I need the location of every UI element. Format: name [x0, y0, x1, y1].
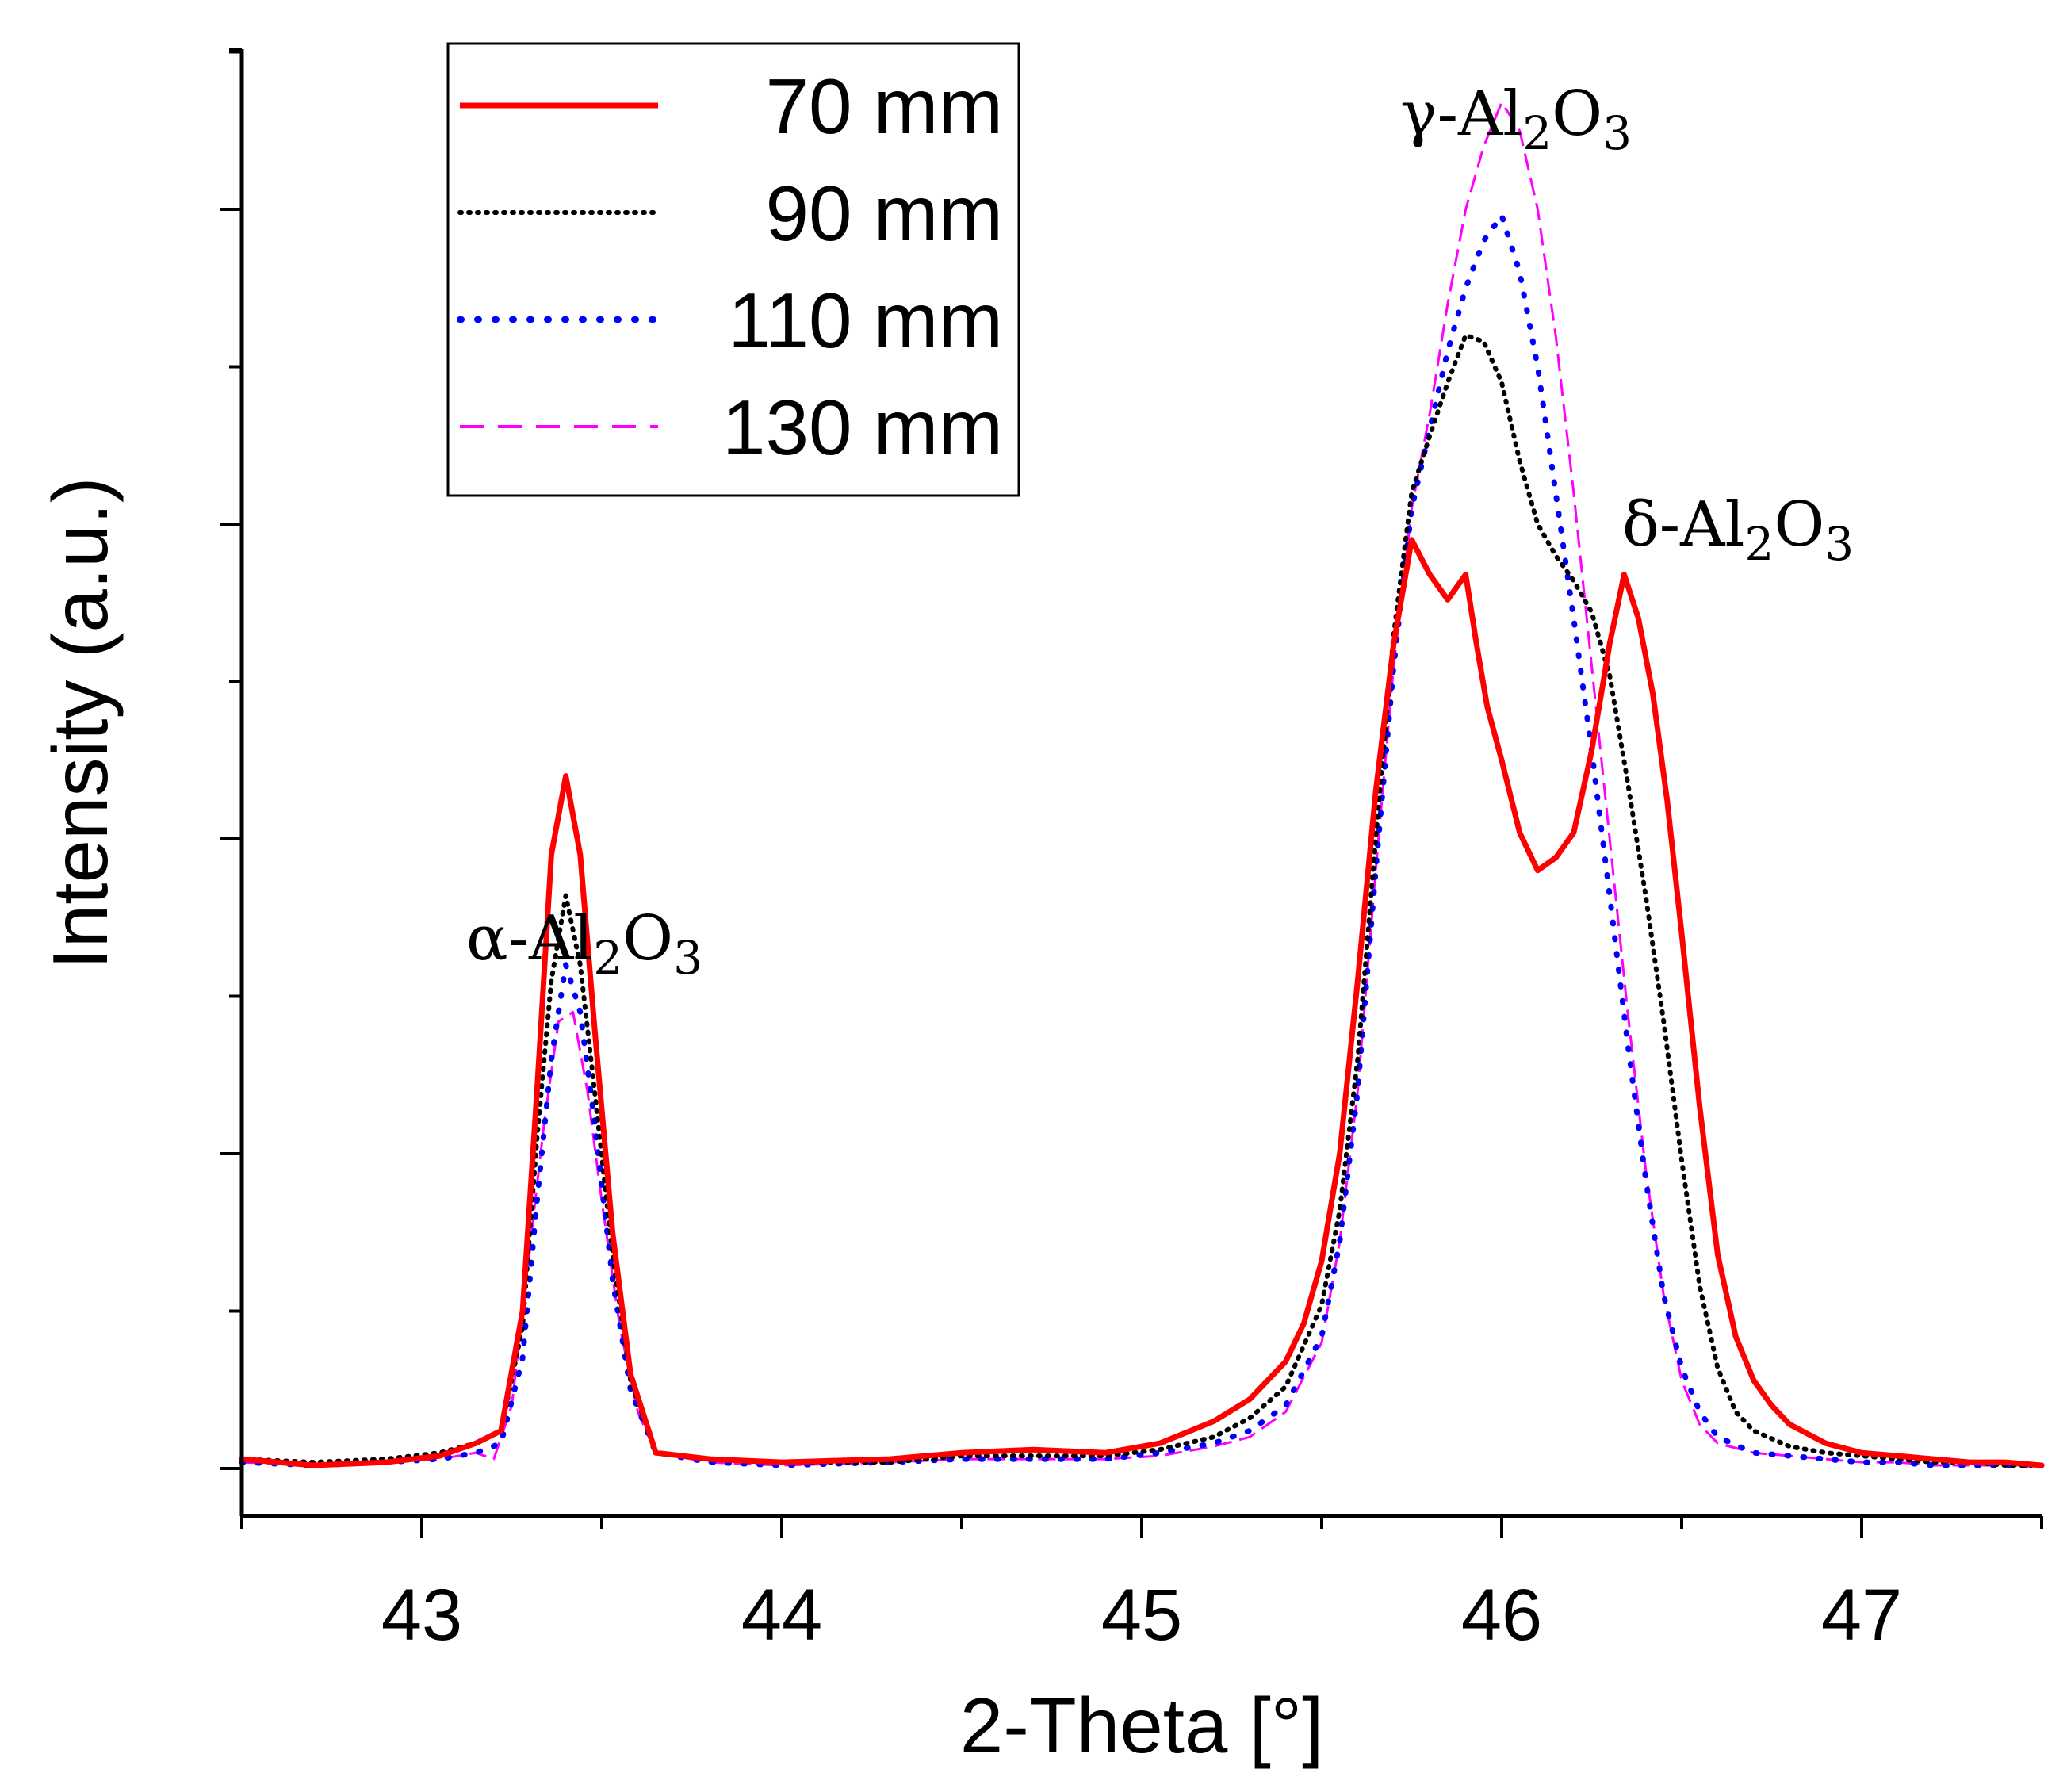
series-line-110mm [239, 213, 2045, 1468]
x-axis-title: 2-Theta [°] [960, 1682, 1324, 1769]
x-tick-label: 43 [381, 1575, 462, 1656]
annotation-delta-mid: O [1774, 489, 1824, 561]
annotation-alpha-al2o3: α-Al2O3 [466, 903, 702, 985]
x-tick-label: 45 [1101, 1575, 1182, 1656]
annotation-delta-sub1: 2 [1744, 517, 1774, 571]
series-line-130mm [241, 101, 2042, 1467]
annotation-delta-al2o3: δ-Al2O3 [1622, 489, 1854, 571]
annotation-alpha-sub1: 2 [593, 931, 622, 985]
annotation-gamma-prefix: γ-Al [1400, 78, 1522, 150]
annotation-alpha-prefix: α-Al [466, 903, 593, 974]
legend-box [446, 42, 1020, 497]
legend-label-110mm: 110 mm [728, 277, 1003, 364]
annotation-gamma-sub2: 3 [1602, 106, 1632, 160]
tick-layer: 43 44 45 46 47 [220, 48, 2043, 1656]
legend: 70 mm 90 mm 110 mm 130 mm [446, 42, 1020, 497]
legend-label-70mm: 70 mm [765, 63, 1003, 150]
series-layer [239, 101, 2045, 1468]
annotation-alpha-mid: O [622, 903, 673, 974]
annotation-alpha-sub2: 3 [673, 931, 702, 985]
series-line-70mm [239, 537, 2045, 1468]
annotation-gamma-al2o3: γ-Al2O3 [1400, 78, 1632, 160]
x-tick-label: 47 [1821, 1575, 1902, 1656]
annotation-gamma-mid: O [1552, 78, 1602, 150]
x-tick-label: 46 [1461, 1575, 1542, 1656]
annotation-delta-sub2: 3 [1824, 517, 1854, 571]
annotation-delta-prefix: δ-Al [1622, 489, 1745, 561]
legend-label-90mm: 90 mm [765, 170, 1003, 257]
x-tick-label: 44 [741, 1575, 822, 1656]
legend-label-130mm: 130 mm [722, 384, 1003, 471]
annotation-gamma-sub1: 2 [1522, 106, 1552, 160]
y-axis-title: Intensity (a.u.) [36, 477, 124, 970]
